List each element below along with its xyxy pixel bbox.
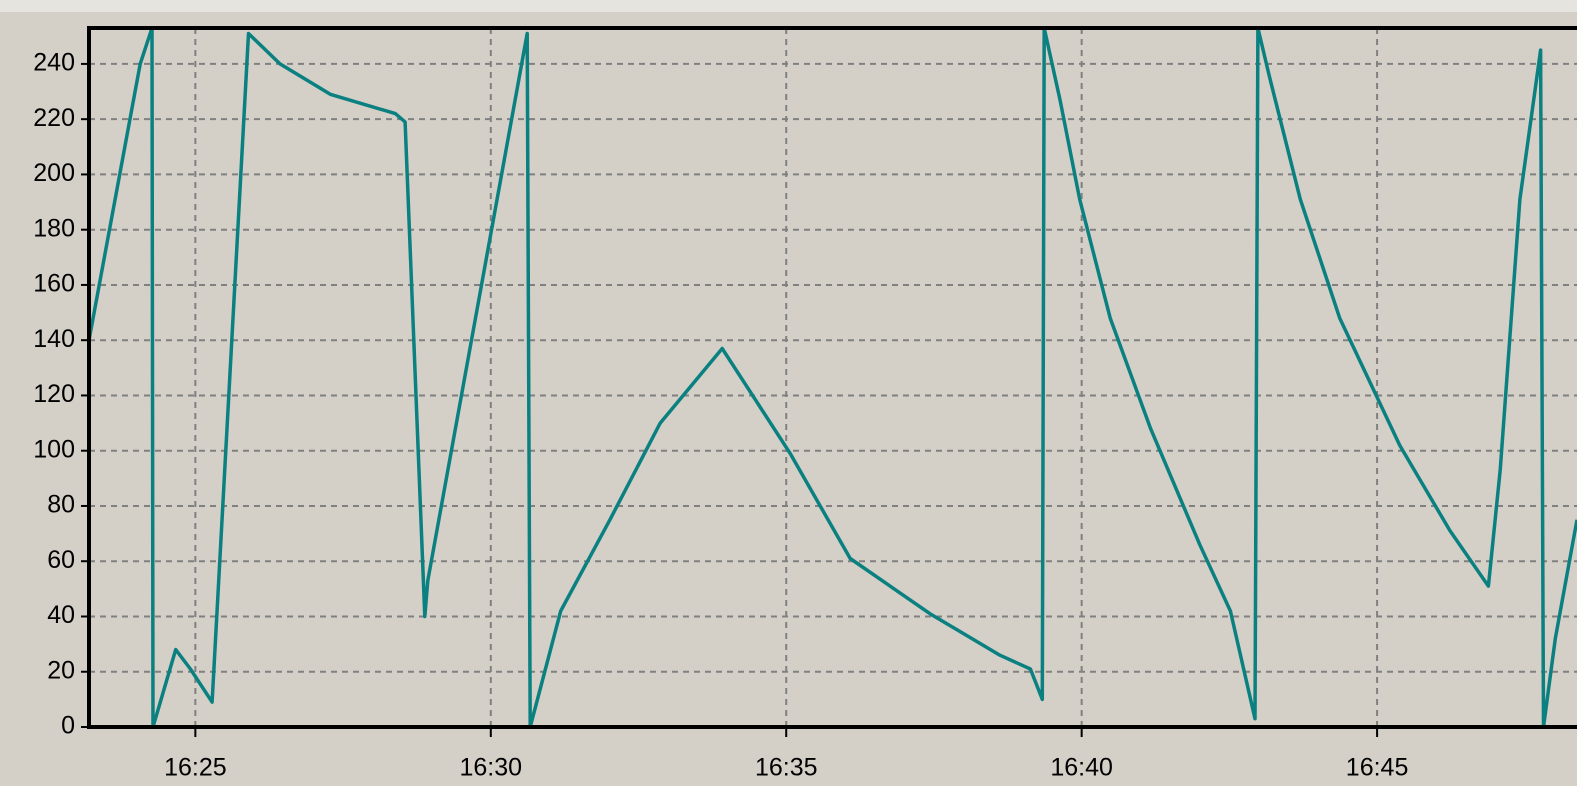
y-tick-label: 160 — [33, 270, 75, 298]
y-tick-label: 220 — [33, 104, 75, 132]
x-tick-label: 16:40 — [1050, 754, 1113, 782]
y-tick-label: 240 — [33, 49, 75, 77]
plot — [89, 28, 1577, 728]
y-tick-label: 140 — [33, 325, 75, 353]
grid — [89, 28, 1577, 728]
y-tick-label: 200 — [33, 159, 75, 187]
series-line — [89, 28, 1577, 728]
y-tick-label: 0 — [61, 712, 75, 740]
y-tick-label: 80 — [47, 491, 75, 519]
x-tick-label: 16:30 — [460, 754, 523, 782]
x-tick-label: 16:35 — [755, 754, 818, 782]
y-tick-label: 180 — [33, 214, 75, 242]
x-tick-label: 16:25 — [164, 754, 227, 782]
y-tick-label: 40 — [47, 601, 75, 629]
y-tick-label: 20 — [47, 656, 75, 684]
y-tick-label: 60 — [47, 546, 75, 574]
y-tick-label: 120 — [33, 380, 75, 408]
y-tick-label: 100 — [33, 435, 75, 463]
top-band — [0, 0, 1577, 12]
labels: 0 20 40 60 80 100 120 140 160 180 200 220 240 16:25 16… — [33, 49, 1408, 782]
frame — [87, 26, 1577, 729]
x-tick-label: 16:45 — [1346, 754, 1409, 782]
